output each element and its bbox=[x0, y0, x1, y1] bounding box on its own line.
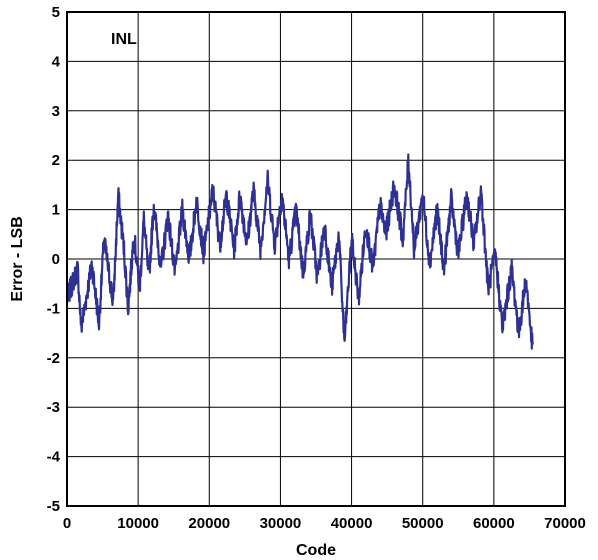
plot-frame bbox=[66, 11, 566, 507]
y-tick-label: 2 bbox=[52, 152, 60, 169]
y-tick-label: 0 bbox=[52, 251, 60, 268]
x-tick-label: 10000 bbox=[117, 515, 159, 532]
x-tick-label: 20000 bbox=[188, 515, 230, 532]
inset-label: INL bbox=[111, 31, 137, 48]
y-tick-label: 3 bbox=[52, 103, 60, 120]
y-tick-label: -2 bbox=[47, 350, 60, 367]
y-tick-label: 1 bbox=[52, 202, 60, 219]
y-tick-label: 5 bbox=[52, 4, 60, 21]
x-tick-label: 0 bbox=[63, 515, 71, 532]
x-tick-label: 60000 bbox=[473, 515, 515, 532]
y-tick-labels: 5 4 3 2 1 0 -1 -2 -3 -4 -5 bbox=[47, 4, 61, 515]
y-axis-label: Error - LSB bbox=[9, 216, 26, 301]
y-tick-label: 4 bbox=[52, 53, 61, 70]
x-tick-label: 70000 bbox=[544, 515, 586, 532]
inl-series-line bbox=[65, 153, 534, 350]
y-tick-label: -1 bbox=[47, 300, 60, 317]
y-tick-label: -5 bbox=[47, 498, 60, 515]
x-tick-labels: 0 10000 20000 30000 40000 50000 60000 70000 bbox=[63, 515, 586, 532]
x-tick-label: 50000 bbox=[402, 515, 444, 532]
x-tick-label: 40000 bbox=[331, 515, 373, 532]
x-axis-label: Code bbox=[296, 542, 336, 559]
y-tick-label: -3 bbox=[47, 399, 60, 416]
y-tick-label: -4 bbox=[47, 449, 61, 466]
x-tick-label: 30000 bbox=[260, 515, 302, 532]
